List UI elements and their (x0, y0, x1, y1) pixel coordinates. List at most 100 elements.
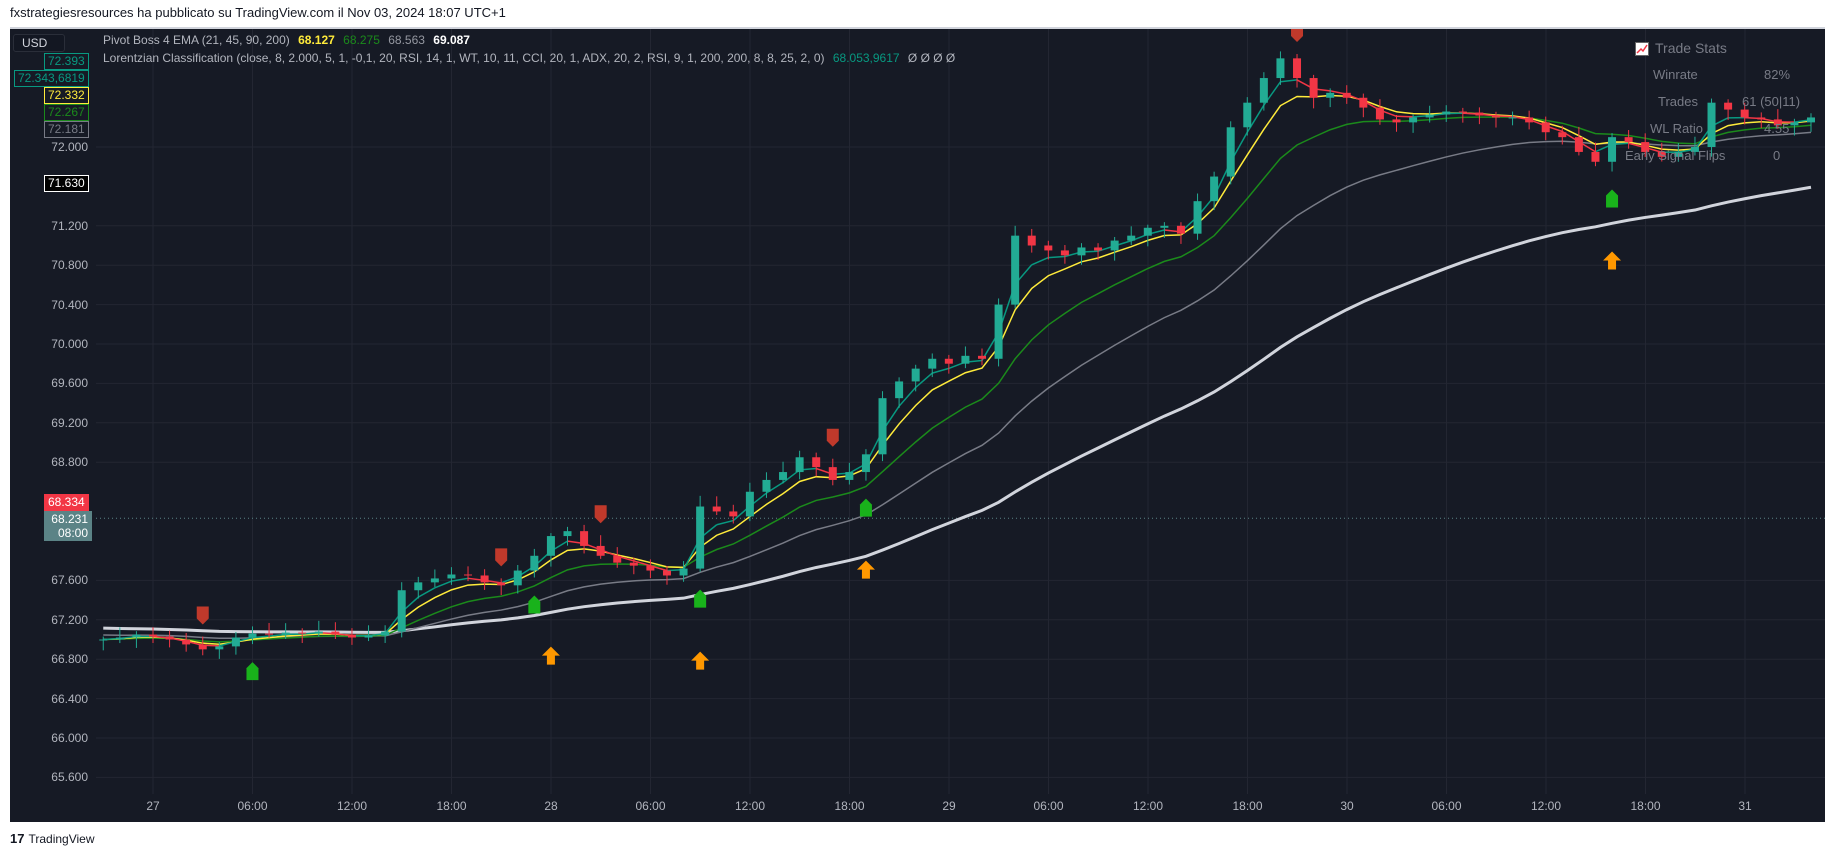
candle (978, 355, 986, 359)
arrow-up-icon (541, 646, 560, 665)
ema45-value: 68.275 (343, 33, 380, 47)
candle (115, 637, 124, 640)
candle (1243, 102, 1252, 128)
kernel-line-segment (1246, 104, 1265, 133)
candle (629, 562, 638, 566)
bar-countdown: 08:00 (57, 526, 88, 540)
candle (1375, 107, 1384, 120)
ema-legend[interactable]: Pivot Boss 4 EMA (21, 45, 90, 200) 68.12… (103, 33, 470, 47)
chart-frame[interactable] (10, 27, 1825, 822)
candle (1541, 122, 1550, 133)
price-badge-lorentzian: 72.343,6819 (14, 70, 89, 87)
kernel-line-segment (1048, 255, 1065, 259)
trades-label: Trades (1658, 94, 1698, 109)
candle (497, 582, 506, 586)
sell-signal-icon (594, 505, 607, 524)
candle (696, 506, 705, 569)
price-tick-label: 66.800 (51, 652, 88, 667)
sell-signal-icon (826, 428, 839, 447)
candle (231, 637, 240, 647)
buy-signal-icon (528, 595, 541, 614)
candle (878, 398, 887, 455)
footer-brand: TradingView (28, 832, 95, 846)
candle (1425, 114, 1434, 118)
tradingview-logo[interactable]: 17 TradingView (10, 831, 95, 846)
price-badge-ema21: 72.332 (44, 87, 89, 104)
kernel-line-segment (268, 633, 286, 637)
time-tick-label: 18:00 (1630, 799, 1661, 813)
last-price-badge: 68.334 (44, 494, 89, 511)
lorentzian-legend[interactable]: Lorentzian Classification (close, 8, 2.0… (103, 51, 955, 65)
kernel-line-segment (417, 587, 436, 598)
price-tick-label: 72.000 (51, 140, 88, 154)
price-tick-label: 68.800 (51, 455, 88, 470)
candle (298, 632, 307, 634)
candle (613, 555, 622, 563)
candle (779, 472, 788, 480)
candle (364, 635, 373, 638)
candle (745, 491, 754, 517)
buy-signal-icon (694, 589, 707, 608)
candle (1442, 111, 1451, 115)
candle (1176, 225, 1185, 234)
price-tick-label: 65.600 (51, 770, 88, 785)
ema45-line (103, 116, 1812, 643)
candle (1690, 147, 1699, 152)
candle (1193, 201, 1202, 234)
ema21-value: 68.127 (298, 33, 335, 47)
candle (1060, 250, 1069, 256)
candle (1790, 122, 1799, 126)
candle (1143, 227, 1152, 236)
price-tick-label: 71.200 (51, 218, 88, 233)
candle (1342, 92, 1351, 98)
candle (1110, 240, 1119, 251)
candle (281, 632, 290, 635)
buy-signal-icon (1606, 189, 1619, 208)
buy-signal-icon (859, 498, 872, 517)
candle (712, 506, 721, 512)
currency-button[interactable]: USD (13, 34, 65, 52)
candle (1674, 151, 1683, 157)
price-badge-ema90: 72.181 (44, 121, 89, 138)
candle (149, 634, 157, 637)
price-tick-label: 67.600 (51, 573, 88, 588)
candle (1757, 117, 1766, 120)
early-flips-value: 0 (1773, 148, 1781, 163)
candle (1226, 127, 1235, 177)
candle (347, 634, 356, 638)
candle (1293, 58, 1302, 79)
candle (1657, 151, 1666, 157)
price-tick-label: 66.000 (51, 731, 88, 745)
time-tick-label: 06:00 (237, 799, 268, 813)
kernel-line-segment (633, 560, 651, 567)
candle (1773, 119, 1782, 126)
candle (961, 355, 970, 364)
time-tick-label: 12:00 (734, 799, 766, 813)
candle (812, 457, 821, 468)
kernel-line-segment (898, 386, 917, 407)
candle (1210, 176, 1219, 202)
candle (215, 646, 224, 650)
candle (430, 578, 439, 583)
winrate-label: Winrate (1653, 67, 1698, 82)
time-tick-label: 06:00 (1431, 799, 1462, 813)
arrow-up-icon (691, 651, 710, 670)
candle (729, 511, 738, 517)
candle (1641, 142, 1650, 152)
sell-signal-icon (495, 548, 508, 567)
time-tick-label: 06:00 (635, 799, 666, 813)
chart-line-icon (1635, 42, 1649, 56)
ema21-line (103, 94, 1812, 646)
candle (1591, 151, 1600, 162)
candle (1724, 102, 1733, 110)
time-tick-label: 27 (146, 799, 160, 813)
candle (1326, 92, 1335, 98)
candle (911, 368, 920, 382)
kernel-line-segment (915, 372, 933, 388)
time-tick-label: 18:00 (834, 799, 865, 813)
time-tick-label: 18:00 (436, 799, 467, 813)
price-tick-label: 66.400 (51, 691, 88, 706)
price-badge-ema45: 72.267 (44, 104, 89, 121)
lorentzian-legend-title: Lorentzian Classification (close, 8, 2.0… (103, 51, 825, 65)
